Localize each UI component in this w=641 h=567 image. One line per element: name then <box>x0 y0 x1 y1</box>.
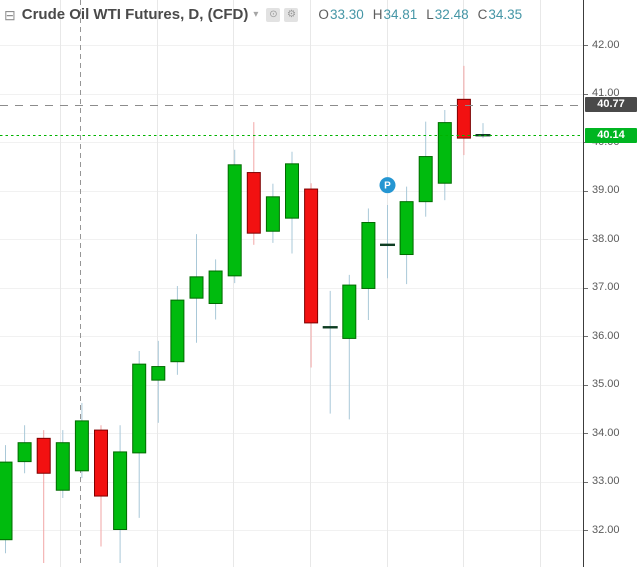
candle-body <box>94 429 108 497</box>
axis-tick-label: 33.00 <box>592 475 620 487</box>
candle[interactable] <box>265 183 280 243</box>
candle-body <box>170 299 185 363</box>
close-value: 34.35 <box>488 7 523 22</box>
candle[interactable] <box>399 186 414 285</box>
candle[interactable] <box>304 183 319 368</box>
candle-body <box>0 461 13 541</box>
price-badge: 40.14 <box>585 128 637 143</box>
doji-dash <box>475 134 491 137</box>
open-value: 33.30 <box>329 7 364 22</box>
axis-tick-label: 34.00 <box>592 427 620 439</box>
candle[interactable] <box>418 121 433 217</box>
visibility-icon: ⊙ <box>269 8 278 20</box>
high-value: 34.81 <box>383 7 418 22</box>
symbol-title[interactable]: Crude Oil WTI Futures, D, (CFD) <box>21 6 249 23</box>
axis-tick-label: 42.00 <box>592 39 620 51</box>
candle[interactable] <box>151 340 166 423</box>
candle-body <box>342 284 357 339</box>
axis-tick-label: 41.00 <box>592 87 620 99</box>
candle-body <box>399 201 414 256</box>
candle-body <box>55 442 70 491</box>
candle[interactable] <box>36 430 51 563</box>
axis-tick <box>584 45 588 46</box>
candle[interactable] <box>456 65 471 156</box>
low-label: L <box>426 7 434 22</box>
low-value: 32.48 <box>434 7 469 22</box>
candle-body <box>285 163 299 219</box>
candle-body <box>208 270 223 305</box>
price-marker-label: P <box>384 181 391 192</box>
axis-tick-label: 35.00 <box>592 378 620 390</box>
axis-tick <box>584 94 588 95</box>
axis-tick <box>584 288 588 289</box>
candle-body <box>265 196 280 232</box>
price-marker[interactable]: P <box>379 177 396 194</box>
axis-tick-label: 36.00 <box>592 330 620 342</box>
doji-dash <box>322 326 338 329</box>
settings-button[interactable]: ⚙ <box>284 7 299 22</box>
candle[interactable] <box>227 149 242 284</box>
axis-tick <box>584 482 588 483</box>
close-label: C <box>477 7 488 22</box>
candle-body <box>304 188 319 324</box>
axis-tick-label: 32.00 <box>592 524 620 536</box>
candle-body <box>418 156 433 203</box>
candle[interactable] <box>475 123 491 139</box>
candle-body <box>456 98 471 139</box>
candle[interactable] <box>132 351 147 518</box>
axis-tick <box>584 433 588 434</box>
candle[interactable] <box>113 425 128 563</box>
candle-body <box>361 222 376 289</box>
candlestick-chart[interactable]: P <box>0 0 583 567</box>
candle[interactable] <box>0 445 13 554</box>
candle-body <box>437 122 452 184</box>
candle-body <box>246 172 261 234</box>
candle[interactable] <box>361 208 376 320</box>
candle[interactable] <box>94 425 108 547</box>
candle[interactable] <box>55 430 70 498</box>
candle[interactable] <box>74 402 89 479</box>
axis-tick-label: 38.00 <box>592 233 620 245</box>
candle[interactable] <box>246 122 261 245</box>
doji-dash <box>380 243 395 247</box>
candle-body <box>113 451 128 531</box>
collapse-chart-icon[interactable]: ⊟ <box>4 6 16 23</box>
candle-body <box>151 366 166 381</box>
chart-legend: ⊟ Crude Oil WTI Futures, D, (CFD) ▾ ⊙ ⚙ … <box>4 6 522 23</box>
candle[interactable] <box>189 234 204 343</box>
price-axis[interactable]: 42.0041.0040.0039.0038.0037.0036.0035.00… <box>583 0 641 567</box>
price-badge: 40.77 <box>585 97 637 112</box>
candle-body <box>189 276 204 299</box>
axis-tick <box>584 239 588 240</box>
candle[interactable] <box>170 286 185 375</box>
axis-tick-label: 37.00 <box>592 281 620 293</box>
candle[interactable] <box>380 205 395 279</box>
price-marker-circle <box>379 177 396 194</box>
ohlc-readout: O 33.30 H 34.81 L 32.48 C 34.35 <box>312 7 522 22</box>
open-label: O <box>318 7 329 22</box>
candle-body <box>17 442 32 463</box>
candle-body <box>36 437 51 474</box>
candle-body <box>132 363 147 454</box>
candle[interactable] <box>285 151 299 254</box>
candle[interactable] <box>208 259 223 320</box>
candle[interactable] <box>342 274 357 420</box>
candle[interactable] <box>437 109 452 201</box>
candle[interactable] <box>17 425 32 474</box>
candle[interactable] <box>322 290 338 414</box>
axis-tick <box>584 336 588 337</box>
symbol-dropdown-icon[interactable]: ▾ <box>253 9 259 20</box>
candle-body <box>74 420 89 472</box>
visibility-button[interactable]: ⊙ <box>266 7 281 22</box>
axis-tick <box>584 385 588 386</box>
axis-tick-label: 39.00 <box>592 184 620 196</box>
candle-body <box>227 164 242 277</box>
high-label: H <box>372 7 383 22</box>
settings-icon: ⚙ <box>286 8 296 20</box>
axis-tick <box>584 191 588 192</box>
axis-tick <box>584 530 588 531</box>
